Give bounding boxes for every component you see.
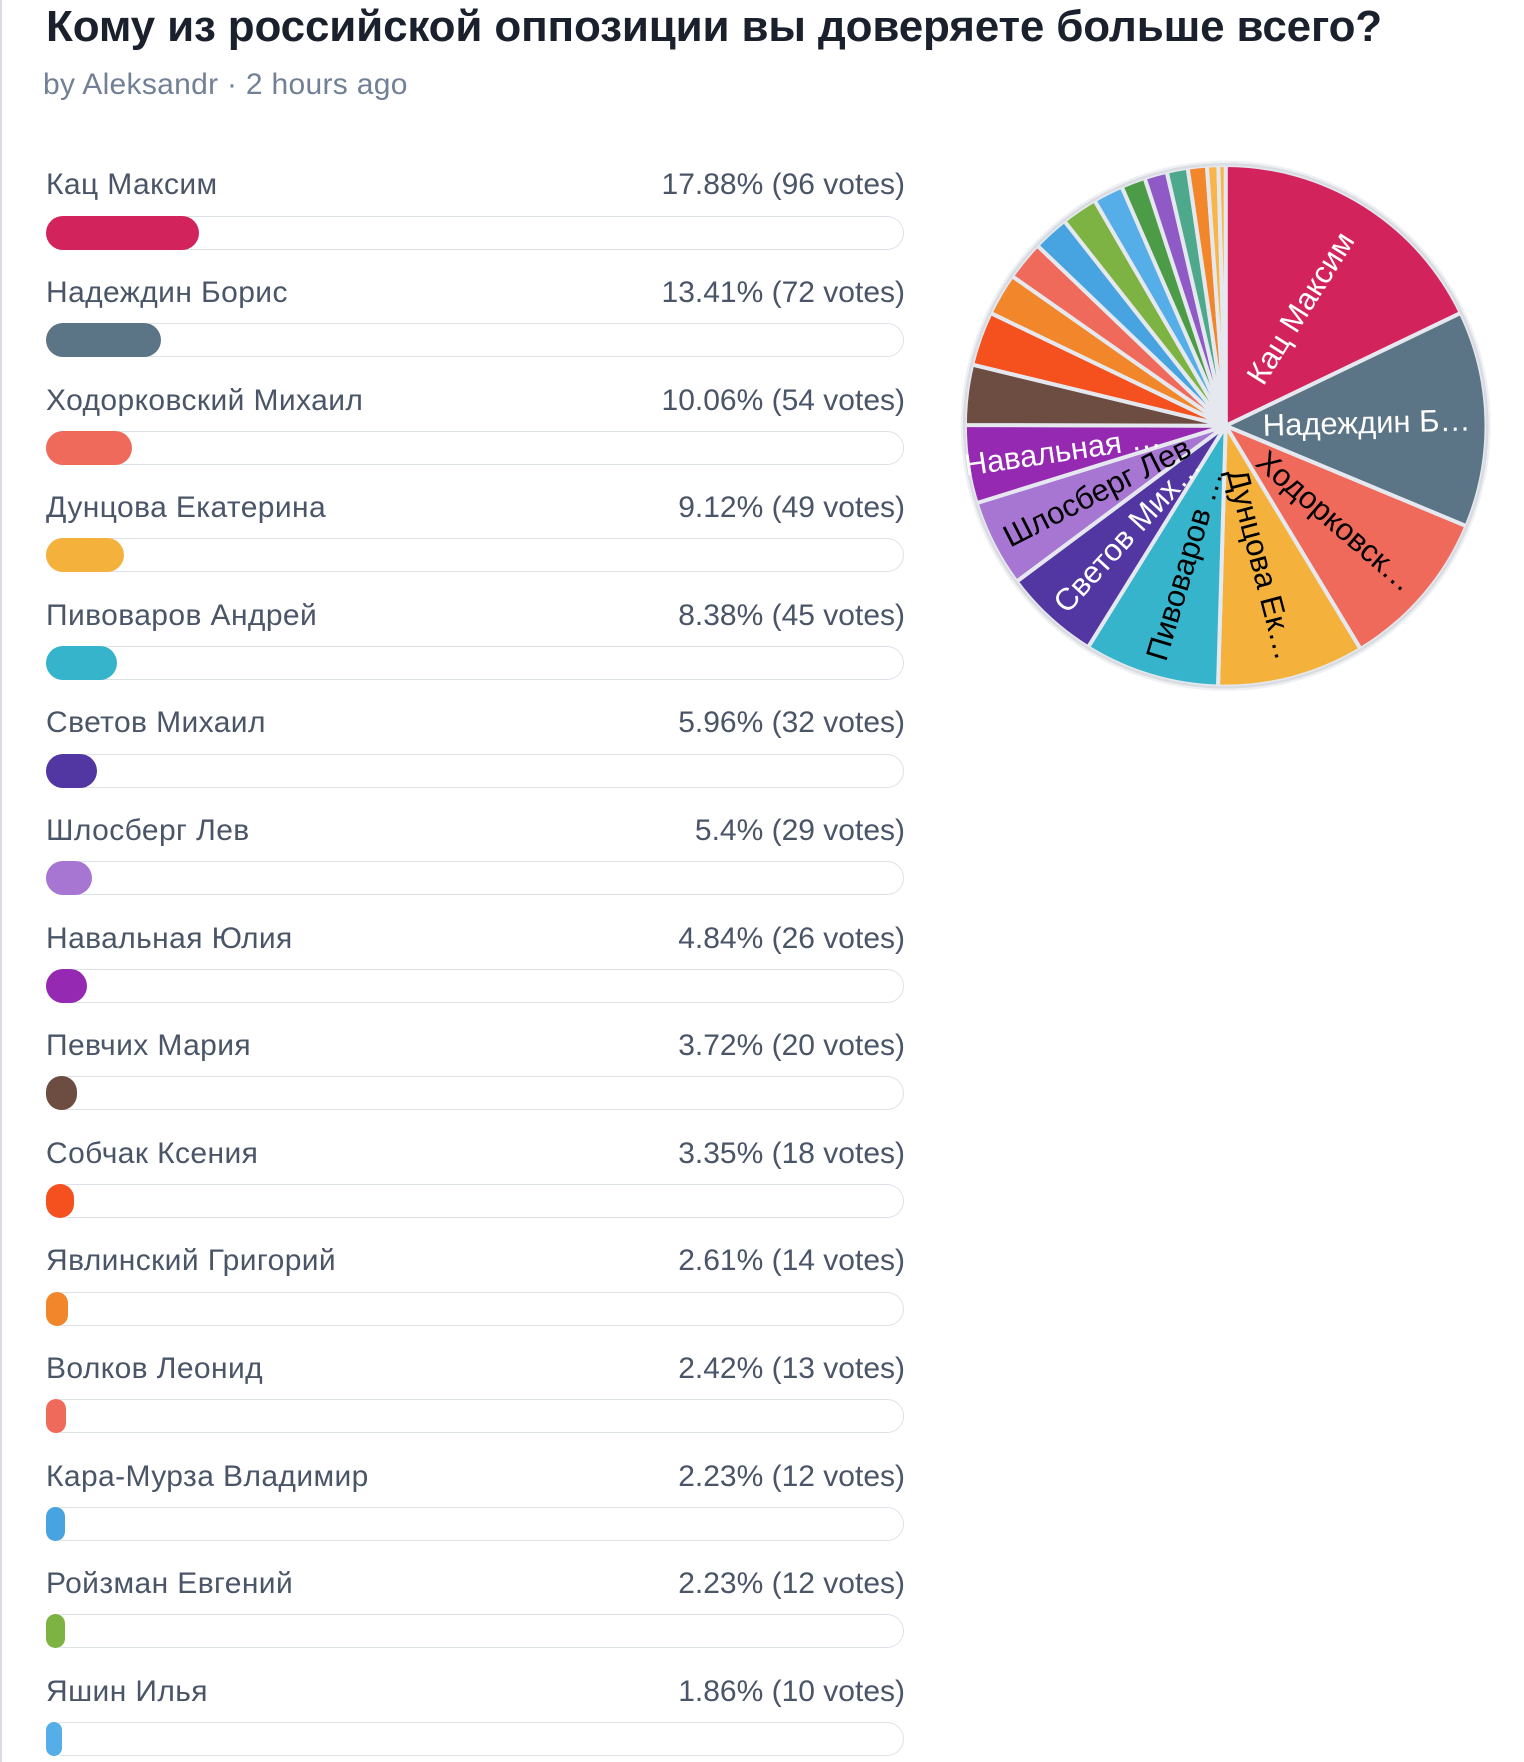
svg-text:Надеждин Б…: Надеждин Б…: [1262, 402, 1471, 442]
